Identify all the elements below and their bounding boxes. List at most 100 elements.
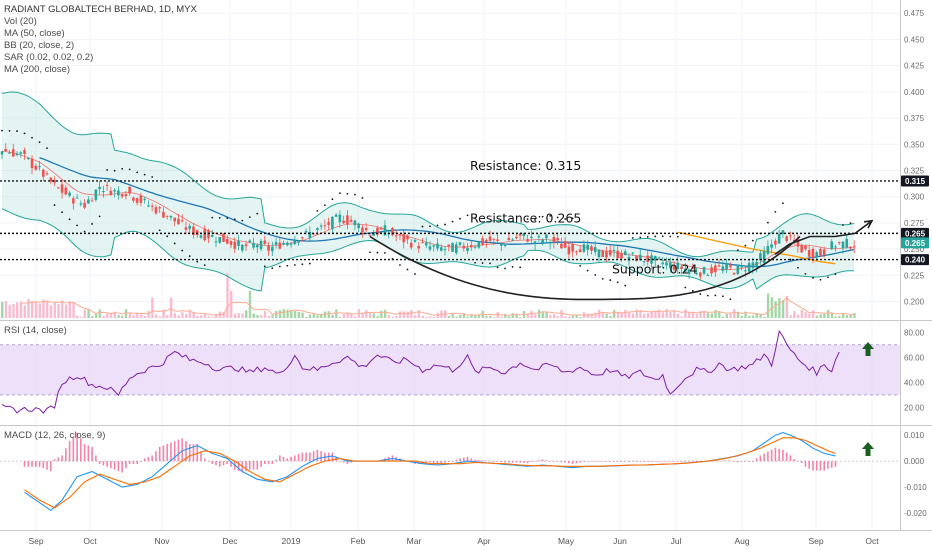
sar-dot bbox=[699, 293, 702, 296]
volume-bar bbox=[639, 309, 642, 318]
macd-hist-bar bbox=[830, 461, 833, 468]
candle-body bbox=[462, 245, 466, 249]
candle-body bbox=[522, 233, 526, 237]
candle-body bbox=[45, 173, 49, 175]
macd-hist-bar bbox=[782, 449, 784, 462]
sar-dot bbox=[421, 225, 424, 228]
sar-dot bbox=[173, 242, 176, 245]
candle-body bbox=[188, 225, 192, 229]
volume-bar bbox=[789, 315, 792, 318]
annotation-1: Resistance: 0.265 bbox=[470, 210, 581, 225]
candle-body bbox=[165, 215, 169, 217]
sar-dot bbox=[46, 147, 48, 150]
candle-body bbox=[755, 261, 758, 268]
sar-dot bbox=[721, 295, 724, 298]
volume-bar bbox=[601, 312, 605, 318]
macd-hist-bar bbox=[598, 461, 600, 462]
candle-body bbox=[571, 244, 574, 252]
candle-body bbox=[391, 227, 394, 236]
macd-axis[interactable]: 0.010 0.000 -0.010 -0.020 bbox=[904, 431, 927, 518]
macd-hist-bar bbox=[432, 461, 435, 464]
x-tick-12: Sep bbox=[808, 536, 823, 546]
sar-dot bbox=[406, 268, 409, 271]
candle-body bbox=[503, 245, 507, 247]
macd-hist-bar bbox=[188, 444, 191, 462]
volume-bar bbox=[106, 313, 109, 318]
cup-curve-drawing[interactable] bbox=[369, 235, 801, 301]
x-tick-11: Aug bbox=[734, 536, 749, 546]
price-tag-label-2: 0.265 bbox=[905, 239, 926, 248]
candle-body bbox=[447, 244, 451, 247]
candle-body bbox=[515, 236, 518, 239]
macd-hist-bar bbox=[346, 461, 349, 464]
macd-hist-bar bbox=[564, 461, 566, 463]
candle-body bbox=[286, 242, 289, 246]
sar-dot bbox=[376, 251, 379, 254]
bollinger-lower-line bbox=[1, 208, 855, 292]
volume-bar bbox=[365, 310, 368, 318]
sar-dot bbox=[834, 273, 837, 275]
macd-hist-bar bbox=[290, 456, 292, 462]
rsi-axis[interactable]: 80.00 60.00 40.00 20.00 bbox=[904, 328, 925, 412]
time-axis[interactable]: Sep Oct Nov Dec 2019 Feb Mar Apr May Jun Jul Aug Sep… bbox=[28, 536, 879, 546]
volume-bar bbox=[402, 311, 406, 318]
macd-hist-bar bbox=[76, 432, 78, 462]
macd-hist-bar bbox=[571, 461, 574, 464]
macd-hist-bar bbox=[466, 456, 469, 462]
macd-hist-bar bbox=[215, 461, 217, 466]
legend-vol: Vol (20) bbox=[4, 16, 37, 27]
volume-bar bbox=[462, 313, 466, 318]
macd-hist-bar bbox=[267, 461, 270, 464]
sar-dot bbox=[83, 230, 86, 233]
candle-body bbox=[0, 151, 4, 155]
sar-dot bbox=[323, 204, 326, 207]
sar-dot bbox=[233, 218, 236, 221]
legend-ma200: MA (200, close) bbox=[4, 64, 70, 75]
legend-bb: BB (20, close, 2) bbox=[4, 40, 74, 51]
price-axis[interactable]: 0.475 0.450 0.425 0.400 0.375 0.350 0.325 0.300… bbox=[904, 9, 925, 306]
candle-body bbox=[563, 241, 567, 248]
candle-body bbox=[676, 262, 680, 270]
volume-bar bbox=[631, 313, 635, 318]
volume-bar bbox=[688, 312, 691, 318]
sar-dot bbox=[684, 286, 687, 289]
volume-bar bbox=[808, 313, 811, 318]
macd-hist-bar bbox=[132, 461, 135, 464]
macd-hist-bar bbox=[264, 461, 266, 464]
signal-line bbox=[24, 437, 836, 509]
candle-body bbox=[105, 184, 109, 186]
macd-hist-bar bbox=[639, 461, 642, 462]
sar-dot bbox=[601, 277, 604, 280]
macd-pane[interactable] bbox=[0, 426, 900, 530]
rsi-tick-2: 40.00 bbox=[904, 378, 925, 387]
macd-hist-bar bbox=[759, 455, 762, 462]
candle-body bbox=[207, 230, 210, 239]
macd-hist-bar bbox=[31, 461, 33, 467]
cup-arrow-drawing[interactable] bbox=[774, 219, 874, 255]
macd-hist-bar bbox=[42, 461, 45, 469]
sar-dot bbox=[459, 217, 461, 220]
macd-hist-bar bbox=[65, 448, 67, 462]
candle-body bbox=[826, 254, 830, 256]
candle-body bbox=[751, 262, 755, 269]
volume-bar bbox=[849, 313, 852, 318]
macd-hist-bar bbox=[511, 461, 514, 463]
macd-hist-bar bbox=[797, 461, 799, 462]
candle-body bbox=[661, 262, 665, 265]
sar-dot bbox=[38, 141, 41, 144]
sar-dot bbox=[751, 239, 754, 242]
volume-bar bbox=[102, 315, 105, 318]
rsi-legend: RSI (14, close) bbox=[4, 325, 67, 336]
volume-bar bbox=[199, 315, 203, 318]
candle-body bbox=[331, 216, 334, 230]
price-tick-3: 0.400 bbox=[904, 88, 925, 97]
macd-hist-bar bbox=[117, 461, 120, 472]
volume-bar bbox=[147, 310, 150, 318]
macd-hist-bar bbox=[230, 461, 232, 467]
candle-body bbox=[319, 225, 323, 227]
macd-hist-bar bbox=[778, 448, 780, 462]
price-tag-3 bbox=[901, 254, 929, 266]
volume-bar bbox=[380, 310, 383, 318]
macd-hist-bar bbox=[102, 461, 105, 466]
